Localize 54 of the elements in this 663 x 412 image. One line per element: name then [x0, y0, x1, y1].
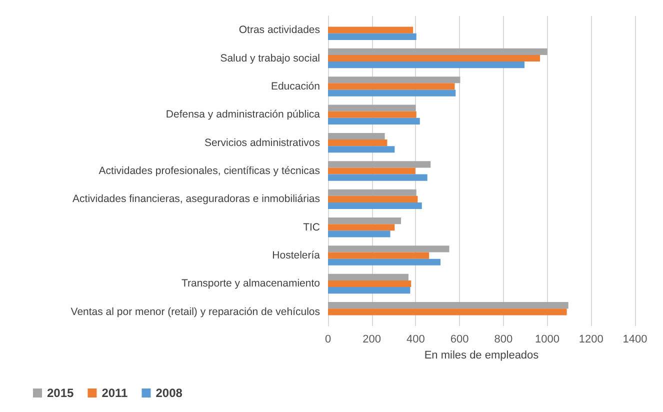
legend-label: 2015 — [47, 386, 74, 400]
y-tick-label: Salud y trabajo social — [220, 52, 320, 64]
bar — [328, 26, 414, 34]
bar — [328, 202, 422, 210]
bar — [328, 54, 540, 62]
bar — [328, 224, 395, 231]
bar — [328, 302, 568, 309]
y-tick-label: TIC — [303, 221, 320, 234]
bar — [328, 146, 395, 153]
bar — [328, 308, 567, 316]
x-tick-label: 400 — [406, 334, 425, 346]
bar — [328, 140, 388, 146]
y-tick-label: Transporte y almacenamiento — [181, 278, 320, 290]
y-tick-label: Ventas al por menor (retail) y reparación de vehículos — [70, 306, 320, 318]
y-tick-label: Actividades profesionales, científicas y técnicas — [98, 165, 320, 177]
bar — [328, 246, 450, 252]
bar — [328, 218, 402, 224]
legend-label: 2008 — [156, 386, 183, 400]
bar — [328, 258, 440, 266]
bar — [328, 168, 416, 174]
bar — [328, 132, 385, 140]
bar — [328, 274, 408, 280]
legend-label: 2011 — [102, 386, 128, 400]
x-tick-label: 200 — [362, 334, 382, 346]
bar — [328, 280, 412, 288]
bar — [328, 62, 524, 68]
bar — [328, 118, 420, 124]
y-tick-label: Educación — [270, 80, 320, 92]
x-tick-label: 1200 — [578, 334, 604, 346]
bar — [328, 287, 410, 294]
y-tick-label: Otras actividades — [238, 24, 320, 36]
bar — [328, 83, 455, 90]
bar — [328, 76, 460, 84]
bar — [328, 111, 416, 118]
bar — [328, 230, 390, 238]
bar — [328, 48, 548, 55]
y-tick-label: Servicios administrativos — [204, 136, 320, 149]
bar — [328, 196, 418, 202]
x-tick-label: 0 — [324, 334, 332, 346]
x-tick-label: 600 — [450, 334, 469, 346]
bar — [328, 33, 416, 40]
bar — [328, 189, 416, 196]
x-tick-label: 1000 — [535, 334, 560, 346]
y-tick-label: Defensa y administración pública — [166, 108, 320, 121]
bar — [328, 104, 416, 112]
y-tick-label: Actividades financieras, aseguradoras e inmobiliárias — [72, 193, 320, 206]
bar — [328, 174, 428, 181]
bar — [328, 90, 456, 96]
y-tick-label: Hostelería — [272, 250, 320, 262]
x-tick-label: 1400 — [622, 334, 648, 346]
bar — [328, 252, 430, 259]
x-axis-title: En miles de empleados — [424, 350, 540, 362]
bar — [328, 161, 431, 168]
x-tick-label: 800 — [494, 334, 513, 346]
